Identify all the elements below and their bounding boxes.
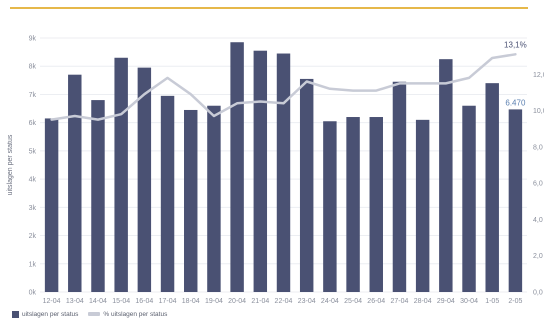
x-tick-label: 30-04 [460, 298, 478, 305]
bar [91, 100, 105, 292]
x-tick-label: 19-04 [205, 298, 223, 305]
y-tick-label: 4k [29, 177, 37, 184]
bar [160, 95, 175, 292]
x-tick-label: 22-04 [275, 298, 293, 305]
y-tick-label: 2k [29, 233, 37, 240]
legend-bar-label: uitslagen per status [22, 310, 79, 318]
bar [68, 74, 82, 292]
bar [462, 105, 476, 292]
bar [508, 109, 523, 292]
y-tick-label: 1k [29, 261, 37, 268]
x-tick-label: 1-05 [485, 298, 499, 305]
x-tick-label: 14-04 [89, 298, 107, 305]
bar [276, 53, 291, 293]
y-tick-label: 6k [29, 120, 37, 127]
x-tick-label: 18-04 [182, 298, 200, 305]
y-tick-label: 0k [29, 290, 37, 297]
legend-line-swatch [88, 312, 101, 316]
x-tick-label: 26-04 [367, 298, 385, 305]
y2-tick-label: 8,0 [533, 144, 543, 151]
bar [207, 105, 221, 292]
chart-legend: uitslagen per status % uitslagen per sta… [12, 308, 167, 320]
bar [299, 78, 314, 292]
x-tick-label: 17-04 [159, 298, 177, 305]
y-tick-label: 8k [29, 64, 37, 71]
y2-tick-label: 4,0 [533, 217, 543, 224]
x-tick-label: 21-04 [251, 298, 269, 305]
legend-item-line[interactable]: % uitslagen per status [88, 311, 167, 318]
legend-bar-swatch [12, 310, 19, 318]
x-tick-label: 24-04 [321, 298, 339, 305]
bar [253, 50, 268, 293]
y-tick-label: 3k [29, 205, 37, 212]
y-axis-title: uitslagen per status [7, 134, 14, 195]
bar [184, 109, 198, 292]
y-tick-label: 5k [29, 148, 37, 155]
bar [44, 118, 59, 292]
x-tick-label: 29-04 [437, 298, 455, 305]
legend-item-bars[interactable]: uitslagen per status [12, 310, 79, 318]
y2-tick-label: 6,0 [533, 181, 543, 188]
y2-tick-label: 10,0 [533, 108, 544, 115]
bar [439, 59, 453, 292]
y2-tick-label: 12,0 [533, 72, 544, 79]
x-tick-label: 15-04 [112, 298, 130, 305]
bar [369, 117, 383, 293]
bar [415, 119, 430, 292]
y-tick-label: 9k [29, 36, 37, 43]
x-tick-label: 12-04 [43, 298, 61, 305]
top-accent-rule [10, 7, 528, 9]
x-tick-label: 28-04 [414, 298, 432, 305]
bar [346, 117, 360, 293]
y-tick-label: 7k [29, 92, 37, 99]
x-tick-label: 20-04 [228, 298, 246, 305]
bar [137, 67, 152, 292]
line-end-label: 13,1% [504, 40, 527, 49]
bar [230, 42, 244, 292]
legend-line-label: % uitslagen per status [103, 310, 168, 318]
bar [485, 83, 499, 293]
bar [323, 121, 337, 292]
x-tick-label: 23-04 [298, 298, 316, 305]
x-tick-label: 13-04 [66, 298, 84, 305]
x-tick-label: 2-05 [508, 298, 522, 305]
x-tick-label: 27-04 [390, 298, 408, 305]
y2-tick-label: 2,0 [533, 253, 543, 260]
bar [392, 81, 407, 292]
x-tick-label: 16-04 [135, 298, 153, 305]
x-tick-label: 25-04 [344, 298, 362, 305]
bar-end-label: 6.470 [505, 98, 526, 107]
bar [114, 57, 128, 292]
y2-tick-label: 0,0 [533, 290, 543, 297]
